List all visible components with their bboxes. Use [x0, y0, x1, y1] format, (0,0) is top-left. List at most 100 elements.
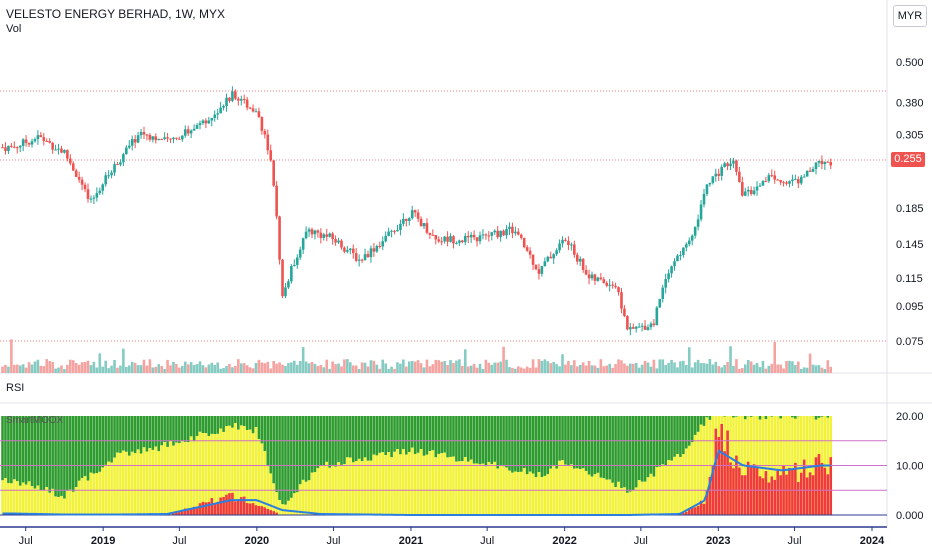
rsi-yellow-bar — [676, 454, 679, 515]
volume-bar — [110, 365, 113, 373]
rsi-green-bar — [537, 416, 541, 473]
rsi-green-bar — [405, 416, 408, 455]
rsi-green-bar — [696, 416, 700, 432]
rsi-yellow-bar — [151, 449, 155, 515]
candle-body — [290, 266, 293, 282]
volume-bar — [463, 349, 467, 373]
candle-body — [7, 145, 10, 152]
candle-body — [626, 316, 629, 330]
rsi-red-bar — [717, 436, 721, 515]
rsi-green-bar — [360, 416, 364, 462]
candle-body — [198, 123, 202, 126]
rsi-green-bar — [133, 416, 137, 454]
rsi-red-bar — [746, 461, 750, 515]
volume-bar — [402, 359, 405, 373]
rsi-yellow-bar — [528, 471, 532, 515]
candle-body — [340, 240, 343, 248]
rsi-red-bar — [682, 513, 685, 515]
rsi-yellow-bar — [92, 473, 96, 515]
rsi-green-bar — [248, 416, 252, 430]
volume-bar — [195, 364, 199, 373]
volume-bar — [181, 365, 184, 373]
candle-body — [758, 185, 762, 187]
candle-body — [805, 170, 809, 177]
rsi-green-bar — [239, 416, 243, 426]
volume-bar — [667, 362, 670, 373]
volume-bar — [151, 367, 155, 373]
candle-body — [63, 150, 66, 153]
rsi-yellow-bar — [310, 472, 314, 515]
rsi-yellow-bar — [122, 450, 125, 515]
rsi-red-bar — [254, 505, 258, 515]
rsi-green-bar — [207, 416, 211, 437]
rsi-green-bar — [169, 416, 172, 441]
rsi-green-bar — [390, 416, 393, 458]
candle-body — [139, 132, 143, 136]
candle-body — [455, 242, 458, 244]
volume-bar — [584, 365, 588, 373]
volume-bar — [237, 359, 240, 373]
rsi-green-bar — [708, 416, 712, 420]
rsi-green-bar — [452, 416, 455, 457]
rsi-red-bar — [726, 430, 729, 515]
rsi-green-bar — [366, 416, 370, 461]
candle-body — [83, 184, 87, 190]
rsi-green-bar — [54, 416, 57, 497]
rsi-yellow-bar — [673, 456, 676, 515]
volume-bar — [661, 359, 665, 373]
candle-body — [528, 250, 532, 255]
rsi-green-bar — [349, 416, 352, 458]
rsi-yellow-bar — [295, 492, 299, 515]
rsi-yellow-bar — [791, 417, 794, 515]
rsi-yellow-bar — [469, 459, 473, 515]
rsi-yellow-bar — [375, 455, 379, 515]
rsi-red-bar — [225, 494, 228, 515]
rsi-red-bar — [181, 510, 184, 515]
volume-bar — [643, 360, 647, 373]
volume-bar — [735, 359, 738, 373]
candle-body — [402, 218, 405, 224]
rsi-yellow-bar — [13, 479, 16, 515]
volume-bar — [222, 368, 225, 373]
volume-bar — [74, 362, 78, 373]
candle-body — [13, 146, 16, 148]
candle-body — [316, 230, 320, 233]
volume-bar — [298, 360, 302, 373]
candle-body — [581, 258, 585, 270]
volume-bar — [461, 365, 464, 373]
rsi-green-bar — [649, 416, 653, 474]
candle-body — [685, 244, 688, 248]
rsi-green-bar — [540, 416, 544, 478]
rsi-yellow-bar — [36, 485, 40, 515]
rsi-yellow-bar — [699, 424, 703, 515]
volume-bar — [738, 368, 741, 373]
volume-bar — [490, 364, 494, 373]
volume-bar — [42, 366, 46, 373]
rsi-green-bar — [260, 416, 264, 444]
rsi-green-bar — [608, 416, 611, 480]
candle-body — [534, 264, 538, 270]
rsi-green-bar — [634, 416, 638, 488]
rsi-green-bar — [614, 416, 617, 488]
candle-body — [125, 147, 128, 155]
rsi-yellow-bar — [145, 451, 149, 515]
rsi-green-bar — [157, 416, 161, 452]
rsi-yellow-bar — [540, 477, 544, 515]
rsi-yellow-bar — [558, 460, 561, 515]
rsi-yellow-bar — [15, 481, 19, 515]
rsi-yellow-bar — [570, 464, 573, 515]
volume-bar — [369, 360, 373, 373]
volume-bar — [107, 368, 110, 373]
candle-body — [496, 230, 499, 238]
rsi-yellow-bar — [461, 461, 464, 515]
rsi-green-bar — [201, 416, 205, 434]
rsi-yellow-bar — [596, 472, 600, 515]
volume-bar — [178, 367, 181, 373]
volume-bar — [295, 364, 299, 373]
candle-body — [682, 247, 685, 255]
candle-body — [502, 230, 505, 236]
currency-button[interactable]: MYR — [893, 5, 927, 27]
rsi-yellow-bar — [101, 467, 105, 515]
rsi-green-bar — [257, 416, 261, 440]
rsi-green-bar — [685, 416, 688, 449]
